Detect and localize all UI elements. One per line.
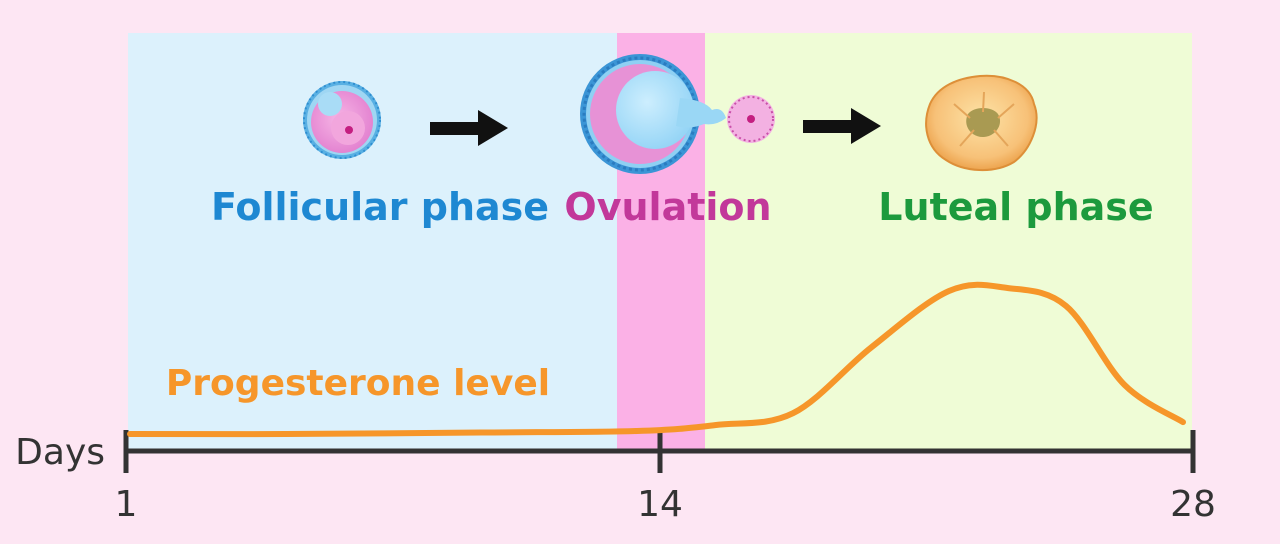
follicular-phase-label: Follicular phase: [211, 185, 549, 229]
tick-label-1: 1: [115, 484, 138, 525]
days-axis: [123, 430, 1196, 473]
luteal-phase-label: Luteal phase: [878, 185, 1153, 229]
tick-label-14: 14: [637, 484, 683, 525]
ovulation-label: Ovulation: [564, 185, 771, 229]
axis-label-days: Days: [15, 432, 105, 473]
follicle-icon: [303, 81, 381, 159]
ovulating-follicle-icon: [580, 54, 726, 174]
progesterone-curve: [127, 281, 1186, 438]
progesterone-level-label: Progesterone level: [166, 363, 550, 404]
tick-label-28: 28: [1170, 484, 1216, 525]
arrow-right-icon: [430, 110, 508, 146]
arrow-right-icon: [803, 108, 881, 144]
oocyte-icon: [727, 95, 775, 143]
corpus-luteum-icon: [925, 74, 1038, 172]
